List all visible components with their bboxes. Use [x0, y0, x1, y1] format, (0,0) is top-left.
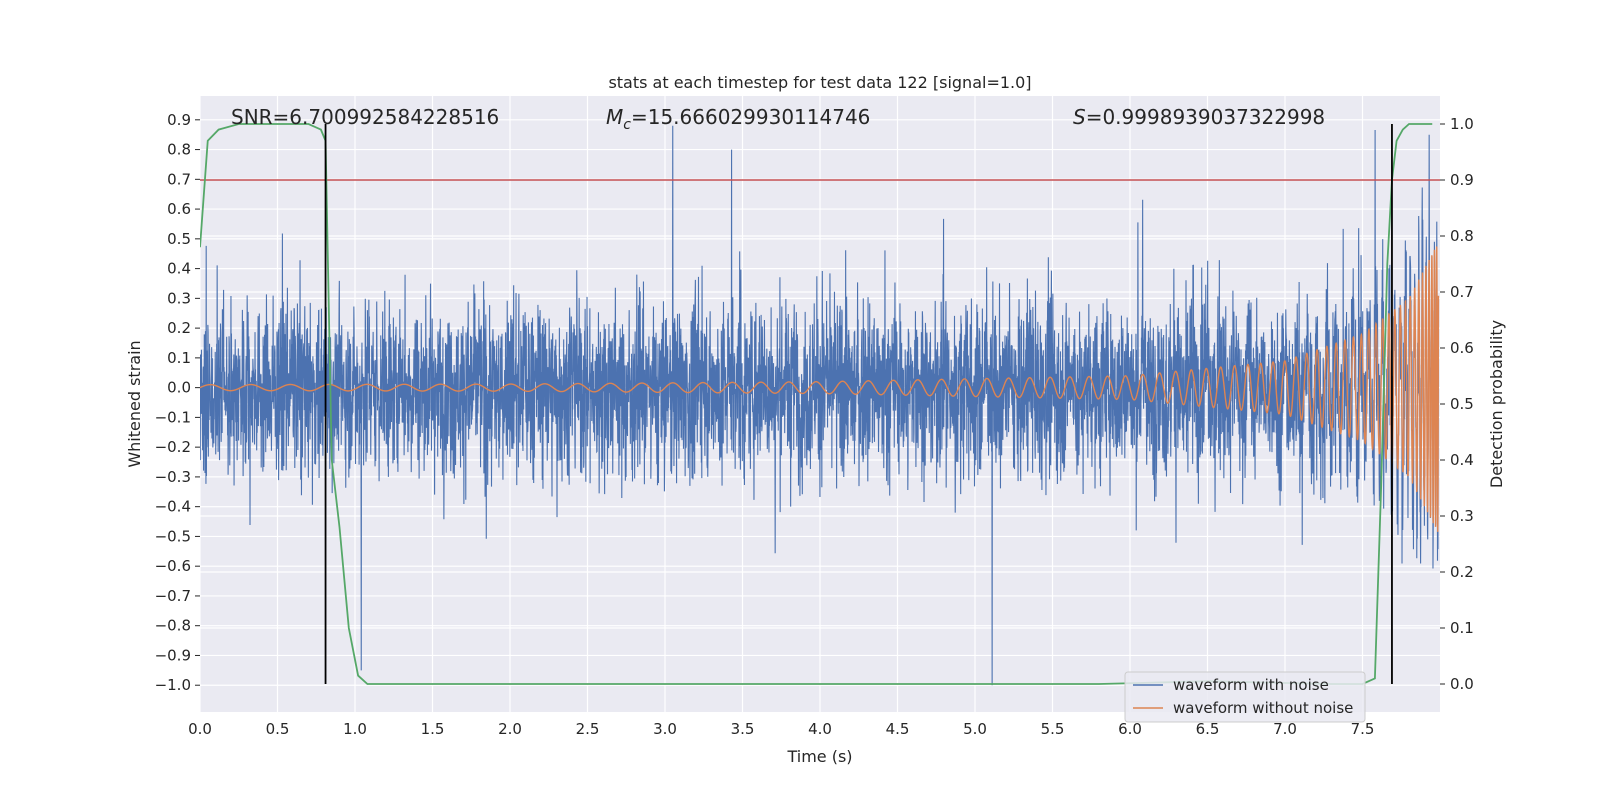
- plot-marks: [200, 123, 1440, 686]
- legend-label-noise: waveform with noise: [1173, 676, 1329, 694]
- y-tick-label: −0.8: [155, 617, 191, 635]
- legend-label-clean: waveform without noise: [1173, 699, 1353, 717]
- x-tick-label: 3.0: [653, 720, 677, 738]
- x-tick-label: 5.5: [1041, 720, 1065, 738]
- x-axis-label: Time (s): [786, 747, 852, 766]
- y2-tick-label: 0.3: [1450, 507, 1474, 525]
- y-tick-label: −0.5: [155, 527, 191, 545]
- x-tick-label: 6.0: [1118, 720, 1142, 738]
- y2-tick-label: 0.2: [1450, 563, 1474, 581]
- y-tick-label: 0.9: [167, 111, 191, 129]
- y-tick-label: 0.7: [167, 170, 191, 188]
- score-annotation: S=0.9998939037322998: [1073, 105, 1325, 129]
- detection-probability-line: [200, 123, 1433, 685]
- y-tick-label: −0.2: [155, 438, 191, 456]
- x-tick-label: 2.5: [576, 720, 600, 738]
- y-tick-label: −0.6: [155, 557, 191, 575]
- y-tick-label: −0.7: [155, 587, 191, 605]
- y2-tick-label: 0.8: [1450, 227, 1474, 245]
- y2-tick-label: 0.0: [1450, 675, 1474, 693]
- y-tick-label: −0.9: [155, 646, 191, 664]
- x-tick-label: 4.0: [808, 720, 832, 738]
- mc-symbol: M: [606, 105, 623, 129]
- x-tick-label: 0.0: [188, 720, 212, 738]
- y-axis-label: Whitened strain: [125, 340, 144, 467]
- y-tick-label: 0.1: [167, 349, 191, 367]
- legend: waveform with noise waveform without noi…: [1124, 671, 1366, 723]
- x-tick-label: 4.5: [886, 720, 910, 738]
- y-tick-label: −0.1: [155, 408, 191, 426]
- y2-tick-label: 0.5: [1450, 395, 1474, 413]
- y2-tick-label: 1.0: [1450, 115, 1474, 133]
- y-tick-label: 0.8: [167, 141, 191, 159]
- y2-tick-label: 0.9: [1450, 171, 1474, 189]
- x-tick-label: 1.0: [343, 720, 367, 738]
- s-symbol: S: [1073, 105, 1086, 129]
- y2-tick-label: 0.4: [1450, 451, 1474, 469]
- x-tick-label: 6.5: [1196, 720, 1220, 738]
- x-tick-label: 3.5: [731, 720, 755, 738]
- x-tick-label: 7.5: [1351, 720, 1375, 738]
- x-tick-label: 2.0: [498, 720, 522, 738]
- s-value: =0.9998939037322998: [1086, 105, 1325, 129]
- legend-box: [1124, 671, 1366, 723]
- y-tick-label: 0.4: [167, 260, 191, 278]
- y-tick-label: −0.4: [155, 498, 191, 516]
- y-tick-label: 0.3: [167, 289, 191, 307]
- chirp-mass-annotation: Mc=15.666029930114746: [606, 105, 870, 133]
- y-tick-label: 0.2: [167, 319, 191, 337]
- y2-axis-label: Detection probability: [1487, 320, 1506, 488]
- x-tick-label: 0.5: [266, 720, 290, 738]
- y-tick-label: 0.0: [167, 379, 191, 397]
- y2-tick-label: 0.7: [1450, 283, 1474, 301]
- y2-tick-label: 0.1: [1450, 619, 1474, 637]
- x-tick-label: 7.0: [1273, 720, 1297, 738]
- y2-tick-label: 0.6: [1450, 339, 1474, 357]
- chart-title: stats at each timestep for test data 122…: [608, 73, 1031, 92]
- x-tick-label: 1.5: [421, 720, 445, 738]
- mc-subscript: c: [623, 117, 631, 133]
- x-tick-label: 5.0: [963, 720, 987, 738]
- y-tick-label: 0.6: [167, 200, 191, 218]
- snr-annotation: SNR=6.700992584228516: [231, 105, 499, 129]
- mc-value: =15.666029930114746: [631, 105, 870, 129]
- clean-waveform-line: [200, 246, 1440, 532]
- y-tick-label: 0.5: [167, 230, 191, 248]
- axes: 0.0 0.5 1.0 1.5 2.0 2.5 3.0 3.5 4.0 4.5 5.0 5.5 6.0 6…: [155, 111, 1474, 738]
- y-tick-label: −0.3: [155, 468, 191, 486]
- y-tick-label: −1.0: [155, 676, 191, 694]
